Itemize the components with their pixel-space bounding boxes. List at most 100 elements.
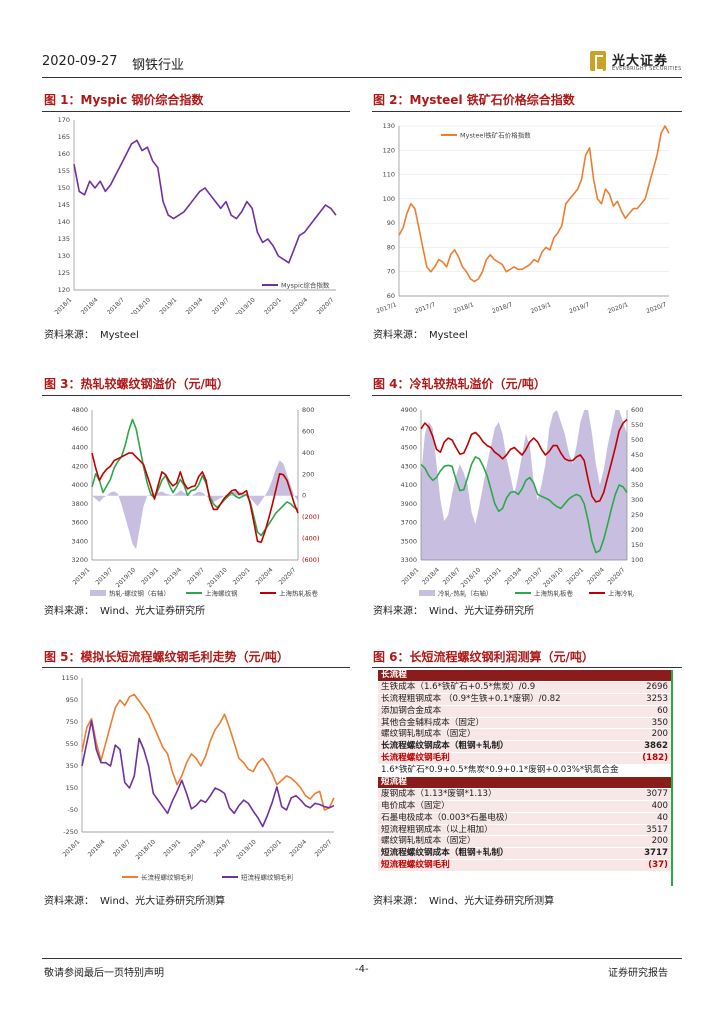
series-line-iron-ore bbox=[398, 125, 670, 283]
y-tick-label: 750 bbox=[66, 718, 78, 726]
y-tick-label: 400 bbox=[631, 466, 643, 474]
table-row-label: 长流程螺纹钢成本（粗钢+轧制） bbox=[381, 741, 509, 752]
y-tick-label: 145 bbox=[58, 201, 70, 209]
table-row: 短流程螺纹钢成本（粗钢+轧制） 3717 bbox=[378, 848, 672, 861]
y-tick-label: 1150 bbox=[61, 674, 78, 682]
x-tick-label: 2020/1 bbox=[565, 566, 585, 586]
series-line-hot-rolled bbox=[91, 452, 299, 543]
y-tick-label: 4000 bbox=[71, 481, 88, 489]
y-tick-label: 160 bbox=[58, 150, 70, 158]
x-tick-label: 2019/1 bbox=[530, 301, 552, 314]
table-row-label: 石墨电极成本（0.003*石墨电极） bbox=[381, 812, 514, 823]
table-row: 生铁成本（1.6*铁矿石+0.5*焦炭）/0.9 2696 bbox=[378, 681, 672, 694]
figure-6-source: 资料来源： Wind、光大证券研究所测算 bbox=[373, 896, 555, 907]
y-tick-label: 110 bbox=[383, 171, 395, 179]
figure-2-source: 资料来源： Mysteel bbox=[373, 330, 468, 341]
figure-4-title-rule bbox=[372, 395, 682, 396]
y-tick-label: 3400 bbox=[71, 537, 88, 545]
chart-myspic-index: 120 125 130 135 140 145 150 155 160 165 170 2018/1 2… bbox=[44, 114, 344, 314]
y-tick-label: 70 bbox=[387, 268, 395, 276]
table-row-label: 螺纹钢轧制成本（固定） bbox=[381, 729, 476, 740]
y-tick-label: 130 bbox=[383, 122, 395, 130]
figure-6-title-rule bbox=[372, 667, 682, 668]
y-tick-label: 4400 bbox=[71, 444, 88, 452]
x-tick-label: 2020/4 bbox=[289, 296, 309, 314]
x-tick-label: 2020/4 bbox=[255, 566, 275, 586]
table-row: 长流程 bbox=[378, 670, 672, 682]
x-tick-label: 2018/1 bbox=[401, 566, 421, 586]
figure-3-title-rule bbox=[42, 395, 350, 396]
figure-5-title-rule bbox=[42, 667, 350, 668]
y-tick-label: 4500 bbox=[400, 444, 417, 452]
series-line-rebar bbox=[91, 418, 299, 537]
x-tick-label: 2018/7 bbox=[442, 566, 462, 586]
figure-1-title: 图 1：Myspic 钢价综合指数 bbox=[44, 93, 204, 107]
x-tick-label: 2019/1 bbox=[72, 566, 92, 586]
y-tick-label: 400 bbox=[302, 449, 314, 457]
legend-label: 上海螺纹钢 bbox=[205, 589, 238, 598]
x-tick-label: 2019/1 bbox=[162, 838, 182, 858]
y-tick-label: 3700 bbox=[400, 519, 417, 527]
legend-label: 热轧-螺纹钢（右轴） bbox=[109, 589, 170, 598]
x-tick-label: 2018/7 bbox=[112, 838, 132, 858]
chart-hot-rolled-vs-rebar: 3200 3400 3600 3800 4000 4200 4400 4600 4800 800 6… bbox=[44, 398, 344, 598]
y-tick-label: 4300 bbox=[400, 462, 417, 470]
figure-6-title: 图 6：长短流程螺纹钢利润测算（元/吨） bbox=[373, 650, 594, 664]
y-tick-label: 140 bbox=[58, 218, 70, 226]
x-tick-label: 2018/10 bbox=[134, 838, 157, 861]
y-tick-label: 4900 bbox=[400, 406, 417, 414]
table-row-value: 400 bbox=[651, 800, 668, 811]
x-tick-label: 2019/7 bbox=[213, 838, 233, 858]
y-tick-label: 200 bbox=[302, 470, 314, 478]
table-row: 长流程粗钢成本 （0.9*生铁+0.1*废钢）/0.82 3253 bbox=[378, 693, 672, 706]
x-tick-label: 2019/7 bbox=[186, 566, 206, 586]
x-tick-label: 2018/10 bbox=[460, 566, 483, 589]
y-tick-label: 155 bbox=[58, 167, 70, 175]
table-row-value: 3517 bbox=[646, 824, 668, 835]
table-row-label: 螺纹钢轧制成本（固定） bbox=[381, 836, 476, 847]
x-tick-label: 2019/10 bbox=[542, 566, 565, 589]
y-tick-label: 100 bbox=[631, 556, 643, 564]
figure-4-source: 资料来源： Wind、光大证券研究所 bbox=[373, 606, 535, 617]
table-edge-bar bbox=[671, 670, 673, 886]
x-tick-label: 2019/10 bbox=[235, 838, 258, 861]
x-tick-label: 2020/1 bbox=[232, 566, 252, 586]
x-tick-label: 2019/1 bbox=[140, 566, 160, 586]
x-tick-label: 2020/1 bbox=[263, 296, 283, 314]
table-row: 其他合金辅料成本（固定） 350 bbox=[378, 717, 672, 730]
table-row-label: 添加钢合金成本 bbox=[381, 705, 442, 716]
table-row-label: 短流程粗钢成本（以上相加） bbox=[381, 824, 493, 835]
x-tick-label: 2018/10 bbox=[129, 296, 152, 314]
y-tick-label: 165 bbox=[58, 133, 70, 141]
table-row-value: 2696 bbox=[646, 681, 668, 692]
y-tick-label: 600 bbox=[302, 427, 314, 435]
table-row: 长流程螺纹钢毛利 (182) bbox=[378, 753, 672, 766]
y-tick-label: 4700 bbox=[400, 425, 417, 433]
table-row: 废钢成本（1.13*废钢*1.13） 3077 bbox=[378, 788, 672, 801]
x-tick-label: 2019/7 bbox=[568, 301, 590, 314]
table-row-label: 1.6*铁矿石*0.9+0.5*焦炭*0.9+0.1*废钢+0.03%*钒氮合金 bbox=[381, 765, 619, 776]
y-tick-label: 90 bbox=[387, 219, 395, 227]
y-tick-label: 550 bbox=[66, 740, 78, 748]
legend-swatch bbox=[419, 590, 435, 596]
table-row: 长流程螺纹钢成本（粗钢+轧制） 3862 bbox=[378, 741, 672, 754]
x-tick-label: 2018/7 bbox=[491, 301, 513, 314]
table-row-value: (37) bbox=[648, 860, 668, 871]
series-line-short-process bbox=[81, 720, 335, 828]
x-tick-label: 2020/7 bbox=[607, 566, 627, 586]
table-row-value: 200 bbox=[651, 836, 668, 847]
figure-5-source: 资料来源： Wind、光大证券研究所测算 bbox=[44, 896, 226, 907]
report-date: 2020-09-27 bbox=[42, 54, 118, 69]
table-row-label: 长流程 bbox=[381, 670, 407, 680]
chart-cold-vs-hot-rolled: 3300 3500 3700 3900 4100 4300 4500 4700 4900 100 1… bbox=[373, 398, 673, 598]
table-row: 石墨电极成本（0.003*石墨电极） 40 bbox=[378, 812, 672, 825]
y-tick-label: 120 bbox=[383, 146, 395, 154]
figure-2-title: 图 2：Mysteel 铁矿石价格综合指数 bbox=[373, 93, 575, 107]
table-row: 短流程粗钢成本（以上相加） 3517 bbox=[378, 824, 672, 837]
x-tick-label: 2019/4 bbox=[188, 838, 208, 858]
x-tick-label: 2020/1 bbox=[607, 301, 629, 314]
y-tick-label: 550 bbox=[631, 421, 643, 429]
y-tick-label: (200) bbox=[302, 513, 319, 521]
y-tick-label: (600) bbox=[302, 556, 319, 564]
y-tick-label: -250 bbox=[63, 828, 78, 836]
